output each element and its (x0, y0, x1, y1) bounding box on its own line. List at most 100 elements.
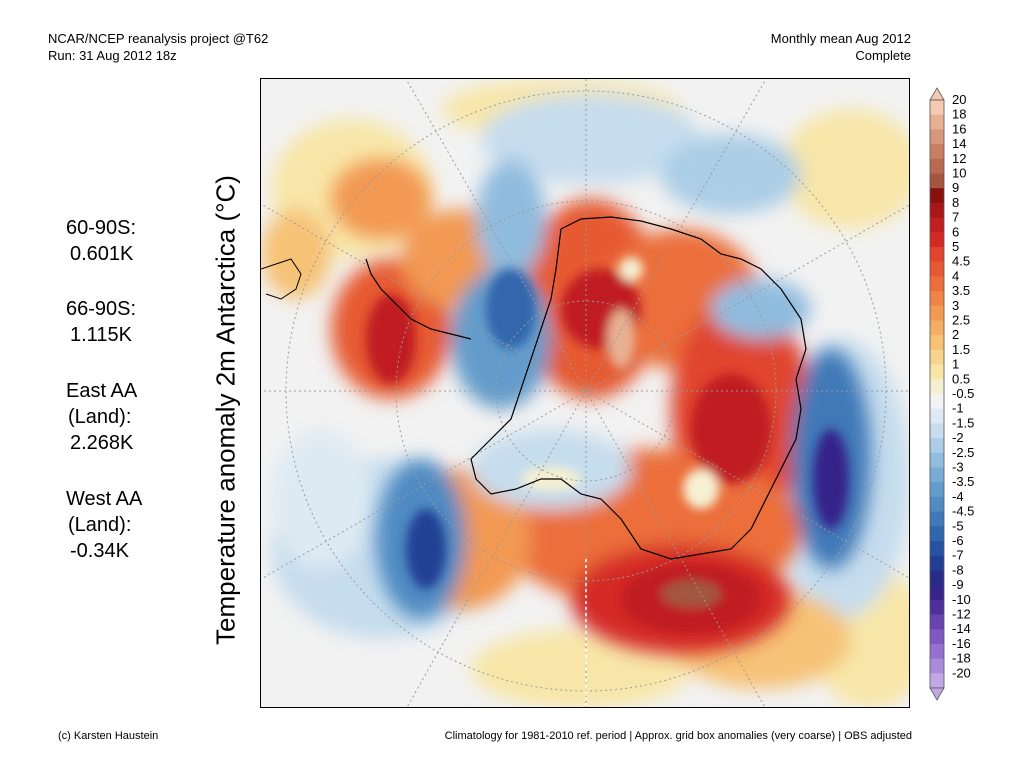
colorbar-tick-label: -10 (952, 592, 971, 607)
colorbar-top-arrow (929, 87, 945, 101)
colorbar-tick-label: 16 (952, 121, 966, 136)
colorbar-swatch (930, 526, 944, 542)
colorbar-tick-label: 8 (952, 195, 959, 210)
stat-label: East AA (66, 380, 138, 402)
period-title: Monthly mean Aug 2012 (770, 31, 911, 46)
colorbar-tick-label: 1 (952, 357, 959, 372)
south-america-coastline (261, 258, 302, 300)
colorbar-tick-label: 1.5 (952, 342, 970, 357)
colorbar-swatch (930, 100, 944, 116)
colorbar-swatch (930, 247, 944, 263)
colorbar-swatch (930, 144, 944, 160)
header-left: NCAR/NCEP reanalysis project @T62 Run: 3… (48, 30, 268, 64)
colorbar-swatch (930, 585, 944, 601)
colorbar-swatch (930, 482, 944, 498)
colorbar-tick-label: -7 (952, 548, 964, 563)
colorbar-tick-label: -12 (952, 607, 971, 622)
colorbar-tick-label: 2.5 (952, 313, 970, 328)
status-text: Complete (855, 48, 911, 63)
colorbar-tick-label: 9 (952, 180, 959, 195)
colorbar-swatch (930, 438, 944, 454)
colorbar-tick-label: -2 (952, 430, 964, 445)
stat-sublabel: (Land): (68, 406, 132, 428)
colorbar-bottom-arrow (929, 687, 945, 701)
colorbar-tick-label: -9 (952, 577, 964, 592)
header-right: Monthly mean Aug 2012 Complete (771, 30, 911, 64)
footer-notes: Climatology for 1981-2010 ref. period | … (444, 730, 912, 742)
stat-label: 66-90S: (66, 298, 137, 320)
colorbar-swatch (930, 276, 944, 292)
colorbar-swatch (930, 305, 944, 321)
colorbar: 20 18 16 14 12 10 9 8 7 6 5 4.5 4 3.5 3 2.5 2 1.5 1 0.5 -0.5… (928, 86, 998, 711)
colorbar-tick-label: -5 (952, 518, 964, 533)
stat-value: 0.601K (70, 243, 134, 265)
stat-label: 60-90S: (66, 217, 137, 239)
colorbar-tick-label: 3 (952, 298, 959, 313)
colorbar-swatch (930, 158, 944, 174)
map-canvas (261, 79, 909, 707)
colorbar-swatch (930, 202, 944, 219)
colorbar-tick-label: 20 (952, 92, 966, 107)
colorbar-tick-label: -1.5 (952, 415, 974, 430)
colorbar-swatch (930, 496, 944, 513)
colorbar-swatch (930, 364, 944, 380)
colorbar-tick-label: -4 (952, 489, 964, 504)
colorbar-tick-label: -3.5 (952, 474, 974, 489)
colorbar-swatch (930, 570, 944, 586)
colorbar-tick-label: 4.5 (952, 254, 970, 269)
colorbar-tick-label: -2.5 (952, 445, 974, 460)
stat-60-90s: 60-90S: 0.601K (66, 215, 136, 267)
colorbar-tick-label: -6 (952, 533, 964, 548)
run-date: Run: 31 Aug 2012 18z (48, 48, 177, 63)
colorbar-tick-label: -14 (952, 621, 971, 636)
colorbar-tick-label: 14 (952, 136, 966, 151)
stat-value: -0.34K (70, 540, 129, 562)
colorbar-swatch (930, 643, 944, 660)
colorbar-swatch (930, 335, 944, 351)
colorbar-tick-label: -4.5 (952, 504, 974, 519)
colorbar-tick-label: 18 (952, 107, 966, 122)
colorbar-tick-label: -20 (952, 665, 971, 680)
colorbar-tick-label: 6 (952, 224, 959, 239)
colorbar-swatch (930, 423, 944, 439)
antarctic-anomaly-map (260, 78, 910, 708)
antarctic-peninsula-coastline (365, 258, 472, 340)
colorbar-swatch (930, 541, 944, 557)
anomaly-field-cores (366, 257, 849, 634)
colorbar-tick-label: 2 (952, 327, 959, 342)
map-vertical-title: Temperature anomaly 2m Antarctica (°C) (210, 175, 241, 645)
stat-sublabel: (Land): (68, 514, 132, 536)
colorbar-swatch (930, 320, 944, 336)
colorbar-swatch (930, 673, 944, 689)
colorbar-tick-label: -16 (952, 636, 971, 651)
colorbar-swatch (930, 511, 944, 527)
colorbar-tick-label: 3.5 (952, 283, 970, 298)
colorbar-swatch (930, 555, 944, 571)
colorbar-swatch (930, 629, 944, 645)
stat-value: 1.115K (70, 324, 132, 346)
colorbar-swatch (930, 467, 944, 483)
stat-label: West AA (66, 488, 143, 510)
colorbar-tick-label: 0.5 (952, 371, 970, 386)
colorbar-swatch (930, 394, 944, 410)
stat-66-90s: 66-90S: 1.115K (66, 296, 136, 348)
colorbar-swatch (930, 173, 944, 189)
colorbar-swatch (930, 129, 944, 145)
colorbar-swatch (930, 452, 944, 468)
colorbar-swatch (930, 188, 944, 204)
colorbar-tick-label: 4 (952, 268, 959, 283)
colorbar-svg: 201816141210987654.543.532.521.510.5-0.5… (929, 87, 974, 701)
antarctica-coastline (470, 216, 807, 560)
colorbar-swatch (930, 408, 944, 424)
colorbar-swatch (930, 614, 944, 630)
colorbar-tick-label: -8 (952, 562, 964, 577)
colorbar-tick-label: -18 (952, 651, 971, 666)
colorbar-tick-label: 7 (952, 210, 959, 225)
stat-west-aa: West AA (Land): -0.34K (66, 486, 142, 564)
colorbar-swatch (930, 261, 944, 277)
model-title: NCAR/NCEP reanalysis project @T62 (48, 31, 269, 46)
stat-east-aa: East AA (Land): 2.268K (66, 378, 137, 456)
colorbar-tick-label: -0.5 (952, 386, 974, 401)
colorbar-swatch (930, 349, 944, 366)
colorbar-swatch (930, 217, 944, 233)
